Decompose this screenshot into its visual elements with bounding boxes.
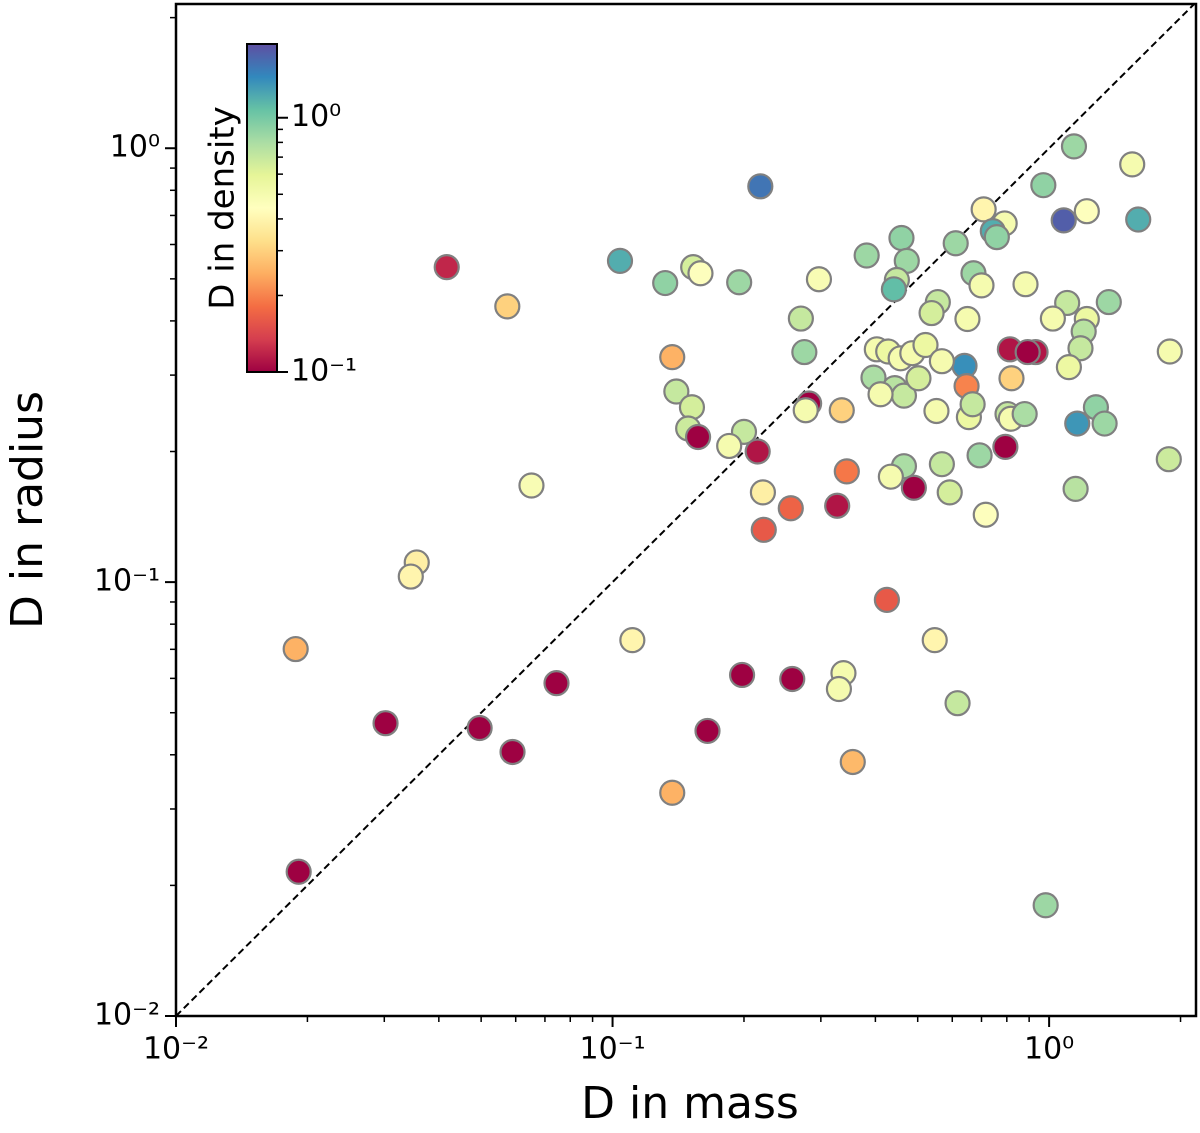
point <box>867 381 894 408</box>
point <box>918 299 945 327</box>
point <box>1032 892 1059 919</box>
point <box>684 423 712 451</box>
plot-frame <box>174 2 1198 1018</box>
point <box>873 586 900 613</box>
point <box>791 338 818 366</box>
point <box>792 397 819 424</box>
point <box>992 433 1019 460</box>
point <box>880 276 907 303</box>
point <box>959 391 986 418</box>
point <box>397 563 424 590</box>
point <box>1156 338 1183 365</box>
point <box>687 260 714 287</box>
point <box>1073 198 1100 225</box>
point <box>928 451 955 478</box>
point <box>1062 475 1089 503</box>
point <box>372 710 399 737</box>
point <box>747 173 774 200</box>
point <box>888 224 915 252</box>
y-tick-label: 10⁻² <box>94 998 160 1033</box>
point <box>494 293 521 320</box>
point <box>1030 172 1057 199</box>
point <box>928 348 955 375</box>
x-tick-label: 10⁻² <box>143 1032 209 1067</box>
point <box>828 397 855 424</box>
point <box>805 266 833 293</box>
colorbar-tick-label: 10⁻¹ <box>291 354 357 389</box>
point <box>942 230 969 257</box>
point <box>606 247 634 274</box>
point <box>839 748 866 776</box>
point <box>825 675 853 703</box>
point <box>1119 151 1146 178</box>
point <box>1050 207 1077 234</box>
point <box>619 627 646 654</box>
point <box>1091 410 1118 437</box>
point <box>944 690 971 717</box>
point <box>966 442 993 469</box>
point <box>285 858 312 885</box>
point <box>936 479 963 506</box>
x-tick-label: 10⁰ <box>1024 1032 1074 1067</box>
point <box>1125 206 1152 233</box>
point <box>543 670 570 697</box>
point <box>1011 400 1038 428</box>
point <box>921 627 948 654</box>
point <box>970 196 997 223</box>
point <box>663 378 690 405</box>
point <box>433 254 460 281</box>
point <box>923 397 950 425</box>
point <box>678 394 706 421</box>
point <box>659 779 686 806</box>
point <box>1012 271 1039 298</box>
y-axis-label: D in radius <box>2 391 53 629</box>
point <box>983 224 1010 251</box>
point <box>466 714 493 742</box>
point <box>744 438 771 465</box>
point <box>912 331 939 359</box>
point <box>1064 410 1091 437</box>
point <box>1039 305 1066 332</box>
point <box>728 661 756 689</box>
colorbar-label: D in density <box>203 106 243 309</box>
point <box>968 272 995 299</box>
point <box>998 365 1025 392</box>
point <box>1055 354 1083 381</box>
point <box>518 472 545 499</box>
point <box>726 269 753 296</box>
point <box>972 501 999 528</box>
colorbar <box>246 43 278 373</box>
point <box>282 635 309 663</box>
point <box>877 463 904 490</box>
point <box>833 458 860 485</box>
point <box>1155 446 1182 473</box>
point <box>900 474 927 501</box>
identity-line <box>175 3 1195 1017</box>
point <box>787 305 814 332</box>
point <box>499 738 526 766</box>
point <box>1060 133 1088 160</box>
point <box>853 242 880 269</box>
colorbar-tick-label: 10⁰ <box>291 99 341 134</box>
point <box>659 344 686 371</box>
point <box>779 665 806 693</box>
point <box>1067 335 1094 362</box>
point <box>954 305 981 333</box>
point <box>749 479 777 506</box>
point <box>824 492 851 519</box>
point <box>777 495 804 522</box>
point <box>694 717 721 745</box>
point <box>716 432 743 460</box>
point <box>1095 288 1122 316</box>
point <box>1014 338 1041 366</box>
x-axis-label: D in mass <box>581 1078 799 1129</box>
point <box>652 269 679 297</box>
point <box>905 365 932 392</box>
x-tick-label: 10⁻¹ <box>580 1032 646 1067</box>
point <box>750 516 777 543</box>
y-tick-label: 10⁰ <box>110 130 160 165</box>
y-tick-label: 10⁻¹ <box>94 564 160 599</box>
